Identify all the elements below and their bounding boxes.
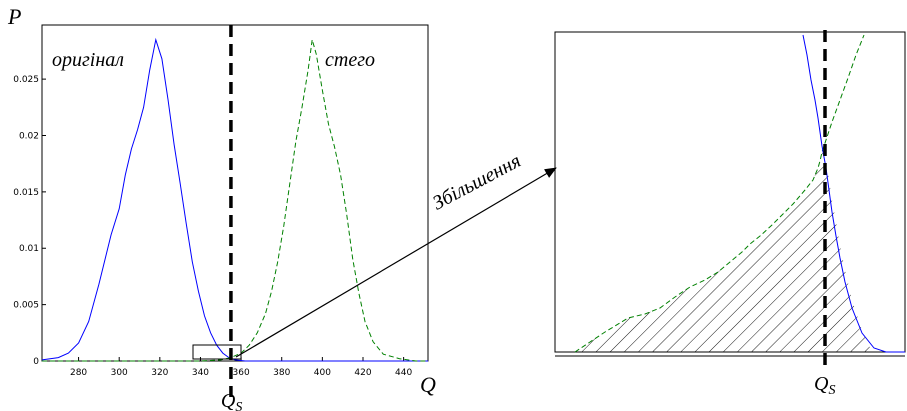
zoom-chart: QS <box>554 30 906 398</box>
x-tick-label: 320 <box>151 368 168 378</box>
main-chart: 0 0.005 0.01 0.015 0.02 0.025 280 300 320 340 360… <box>7 4 436 411</box>
zoom-original-curve <box>802 34 905 353</box>
x-tick-label: 360 <box>233 368 250 378</box>
zoom-arrow <box>235 167 557 358</box>
x-tick-label: 420 <box>354 368 371 378</box>
series-original-line <box>41 37 428 362</box>
x-tick-label: 280 <box>70 368 87 378</box>
zoom-label: Збільшення <box>429 150 525 215</box>
x-tick-label: 400 <box>314 368 331 378</box>
overlap-hatched-area <box>575 146 872 352</box>
x-axis-label: Q <box>420 372 436 397</box>
series-lines <box>41 37 428 362</box>
x-tick-label: 440 <box>395 368 412 378</box>
series-label-stego: стего <box>325 49 375 71</box>
y-axis-label: P <box>7 4 21 29</box>
y-tick-label: 0.02 <box>19 131 39 141</box>
zoom-stego-curve <box>574 34 865 353</box>
y-tick-label: 0.025 <box>13 75 39 85</box>
y-tick-label: 0 <box>33 357 39 367</box>
zoom-threshold-label: QS <box>814 373 835 398</box>
series-stego-line <box>42 39 428 362</box>
y-tick-label: 0.01 <box>19 244 39 254</box>
y-tick-label: 0.015 <box>13 188 39 198</box>
threshold-label: QS <box>221 390 242 411</box>
y-axis-ticks: 0 0.005 0.01 0.015 0.02 0.025 <box>13 75 46 367</box>
y-tick-label: 0.005 <box>13 301 39 311</box>
x-tick-label: 340 <box>192 368 209 378</box>
zoom-region-box <box>192 344 242 360</box>
x-tick-label: 380 <box>273 368 290 378</box>
series-label-original: оригінал <box>52 49 124 71</box>
x-axis-ticks: 280 300 320 340 360 380 400 420 440 <box>70 357 412 378</box>
x-tick-label: 300 <box>111 368 128 378</box>
main-plot-frame <box>41 24 429 362</box>
